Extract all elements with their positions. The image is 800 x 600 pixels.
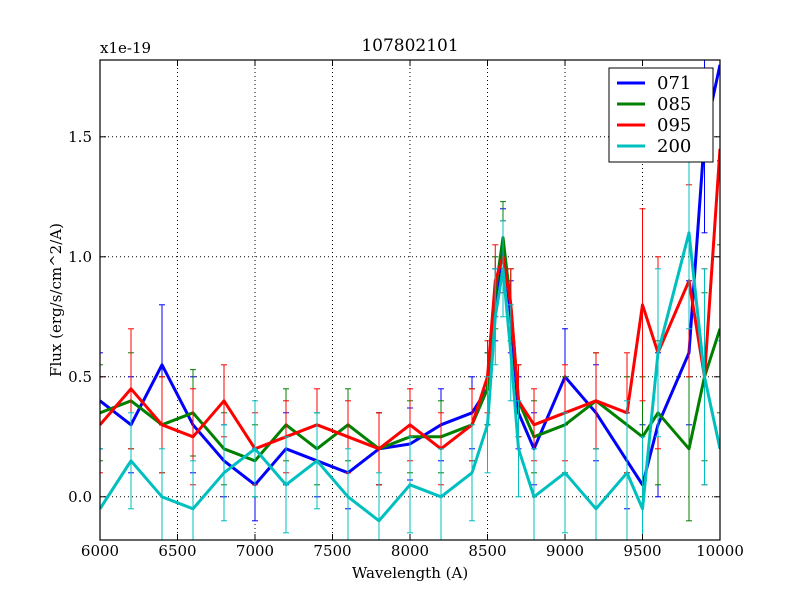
y-tick-label: 1.5 [68, 128, 92, 146]
y-multiplier-label: x1e-19 [100, 39, 151, 57]
y-tick-label: 0.0 [68, 488, 92, 506]
x-tick-label: 9000 [546, 542, 584, 560]
x-tick-label: 6000 [81, 542, 119, 560]
x-tick-label: 9500 [623, 542, 661, 560]
x-tick-label: 6500 [158, 542, 196, 560]
x-tick-label: 10000 [696, 542, 744, 560]
y-tick-label: 1.0 [68, 248, 92, 266]
legend-label-200: 200 [657, 136, 691, 157]
x-axis: 6000 6500 7000 7500 8000 8500 9000 9500 10000 [81, 60, 744, 560]
y-axis: 0.0 0.5 1.0 1.5 [68, 128, 720, 506]
y-axis-label: Flux (erg/s/cm^2/A) [47, 223, 65, 377]
x-tick-label: 8000 [391, 542, 429, 560]
series-200 [100, 136, 720, 540]
legend-label-071: 071 [657, 73, 691, 94]
y-tick-label: 0.5 [68, 368, 92, 386]
x-tick-label: 8500 [468, 542, 506, 560]
legend-label-085: 085 [657, 94, 691, 115]
x-tick-label: 7500 [313, 542, 351, 560]
x-axis-label: Wavelength (A) [352, 564, 468, 582]
legend-label-095: 095 [657, 115, 691, 136]
data-series [100, 60, 720, 540]
chart-title: 107802101 [361, 36, 458, 56]
x-tick-label: 7000 [236, 542, 274, 560]
